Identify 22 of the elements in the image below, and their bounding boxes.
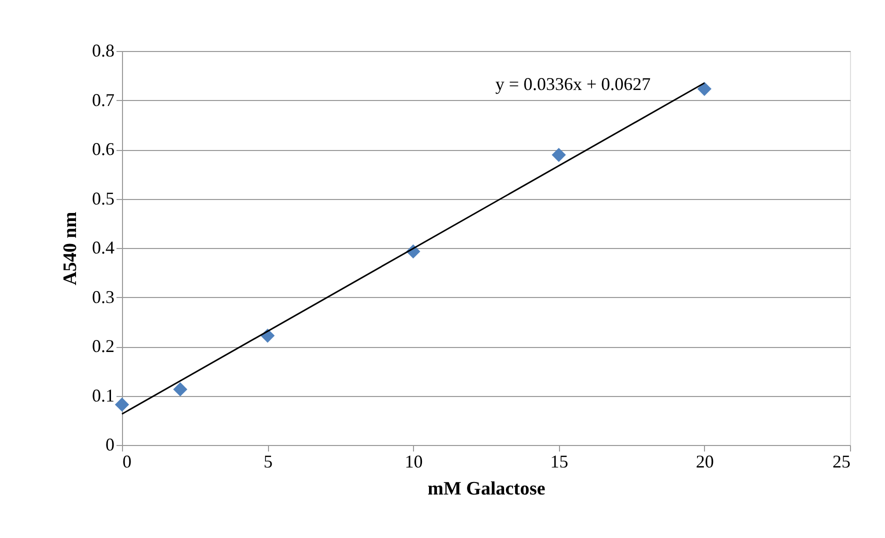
y-tick-label: 0.3 xyxy=(92,286,114,307)
x-axis-title: mM Galactose xyxy=(428,478,546,500)
y-tick-label: 0.4 xyxy=(92,238,114,258)
y-tick-label: 0.6 xyxy=(92,139,114,159)
point xyxy=(552,148,566,162)
point xyxy=(114,398,130,412)
y-tick-label: 0.1 xyxy=(92,385,114,406)
x-tick-label: 25 xyxy=(832,452,850,472)
annotation: y = 0.0336x + 0.0627 xyxy=(495,74,651,94)
x-tick-label: 15 xyxy=(550,452,568,472)
x-tick-label: 20 xyxy=(696,452,714,472)
x-tick-label: 0 xyxy=(122,452,132,472)
y-axis-title: A540 nm xyxy=(60,212,81,286)
y-tick-label: 0.5 xyxy=(92,188,114,208)
y-tick-label: 0.7 xyxy=(92,90,114,110)
point xyxy=(697,82,712,96)
x-tick-label: 10 xyxy=(404,452,423,472)
y-tick-label: 0.8 xyxy=(92,40,114,60)
y-tick-label: 0.2 xyxy=(92,336,114,356)
x-tick-label: 5 xyxy=(264,452,273,472)
point xyxy=(173,382,188,396)
y-tick-label: 0 xyxy=(106,434,114,454)
